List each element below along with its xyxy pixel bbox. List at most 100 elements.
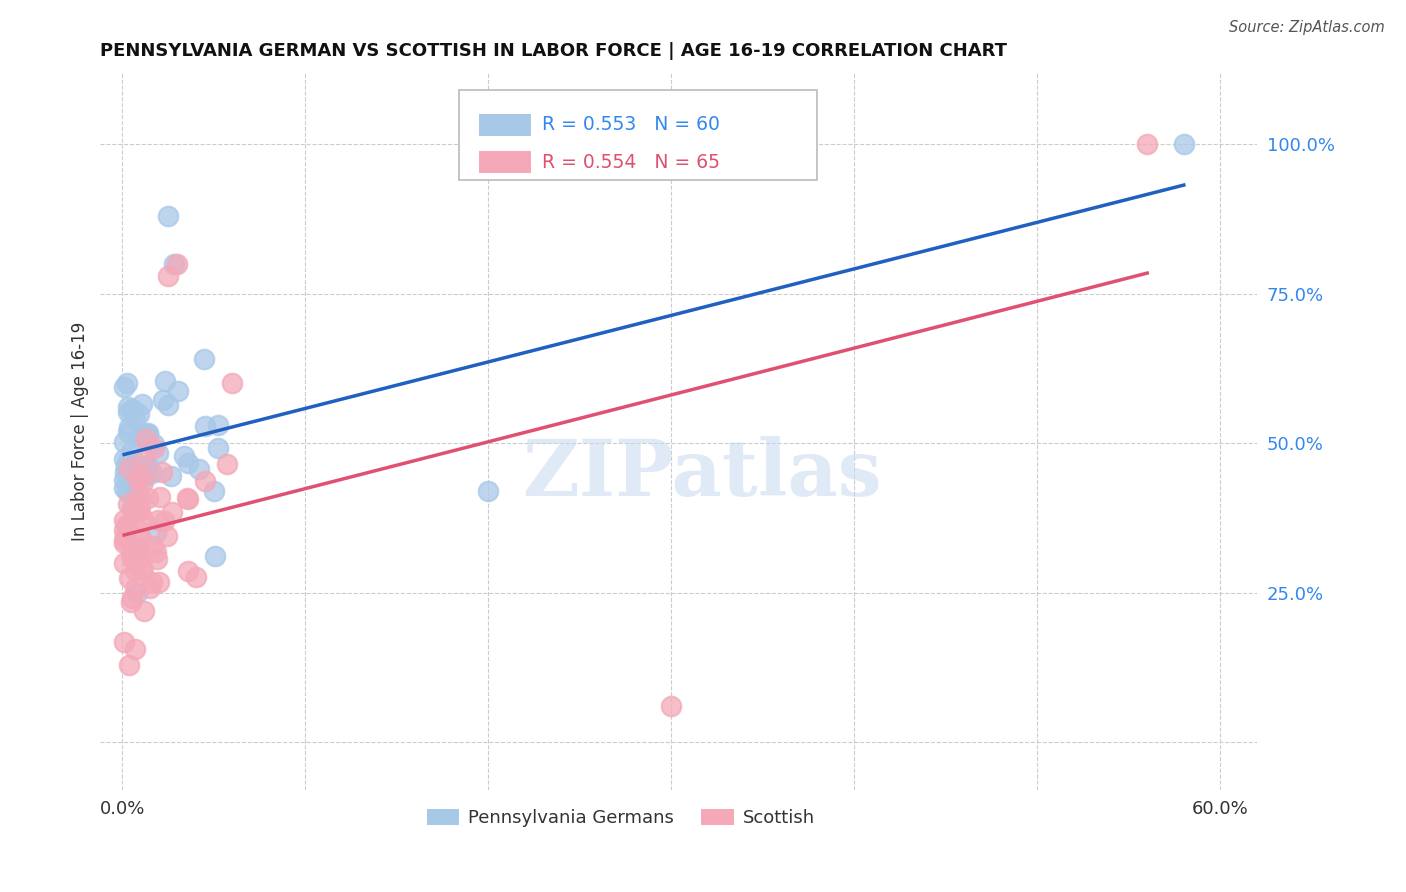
Point <box>143 437 166 451</box>
Point <box>141 574 163 589</box>
Text: PENNSYLVANIA GERMAN VS SCOTTISH IN LABOR FORCE | AGE 16-19 CORRELATION CHART: PENNSYLVANIA GERMAN VS SCOTTISH IN LABOR… <box>100 42 1007 60</box>
Point <box>128 496 150 510</box>
Point <box>157 209 180 223</box>
Point <box>207 418 229 433</box>
Point <box>136 426 159 441</box>
Point <box>115 484 138 499</box>
Point <box>194 474 217 488</box>
Text: ZIPatlas: ZIPatlas <box>522 436 882 512</box>
Point <box>141 467 163 481</box>
Point <box>124 642 146 657</box>
Point <box>124 563 146 577</box>
Point <box>202 483 225 498</box>
Point <box>136 427 159 442</box>
Point <box>136 458 159 472</box>
Point <box>121 444 143 458</box>
Point <box>128 407 150 421</box>
Point <box>135 432 157 446</box>
Point <box>173 449 195 463</box>
Point <box>132 470 155 484</box>
Point <box>132 459 155 474</box>
Point <box>112 536 135 550</box>
Point <box>153 374 176 388</box>
Point <box>121 591 143 605</box>
Point <box>114 523 136 537</box>
Point <box>112 380 135 394</box>
Point <box>128 523 150 537</box>
Point <box>160 469 183 483</box>
Point <box>217 457 239 471</box>
Point <box>125 471 148 485</box>
Point <box>177 565 200 579</box>
Point <box>124 582 146 596</box>
Point <box>118 571 141 585</box>
Point <box>148 575 170 590</box>
Point <box>139 581 162 595</box>
Point <box>121 501 143 516</box>
Point <box>115 460 138 475</box>
Point <box>131 397 153 411</box>
Point <box>114 465 136 479</box>
Point <box>117 405 139 419</box>
Point <box>188 462 211 476</box>
Point <box>128 488 150 502</box>
Point <box>221 376 243 391</box>
Point <box>131 429 153 443</box>
Point <box>131 562 153 576</box>
Point <box>117 376 139 390</box>
Text: Source: ZipAtlas.com: Source: ZipAtlas.com <box>1229 20 1385 35</box>
Point <box>112 556 135 570</box>
Point <box>477 483 499 498</box>
Point <box>120 487 142 501</box>
Point <box>127 541 149 556</box>
Point <box>156 399 179 413</box>
Point <box>118 420 141 434</box>
Point <box>124 554 146 568</box>
Point <box>117 461 139 475</box>
Point <box>128 550 150 565</box>
FancyBboxPatch shape <box>478 152 530 173</box>
Point <box>117 425 139 439</box>
Point <box>125 504 148 518</box>
Point <box>117 497 139 511</box>
Point <box>117 452 139 467</box>
Point <box>124 412 146 426</box>
Point <box>131 467 153 481</box>
Point <box>134 450 156 465</box>
Point <box>121 401 143 416</box>
Point <box>129 428 152 442</box>
Point <box>127 431 149 445</box>
Point <box>112 513 135 527</box>
Point <box>125 585 148 599</box>
Point <box>112 533 135 548</box>
Point <box>114 529 136 543</box>
Point <box>112 635 135 649</box>
Point <box>131 511 153 525</box>
Point <box>145 545 167 559</box>
Point <box>184 570 207 584</box>
Point <box>121 488 143 502</box>
Point <box>122 500 145 515</box>
Y-axis label: In Labor Force | Age 16-19: In Labor Force | Age 16-19 <box>72 321 89 541</box>
Point <box>132 562 155 576</box>
Point <box>112 435 135 450</box>
Point <box>153 514 176 528</box>
Point <box>136 467 159 481</box>
Point <box>152 392 174 407</box>
Point <box>177 457 200 471</box>
Point <box>115 458 138 473</box>
FancyBboxPatch shape <box>458 90 817 180</box>
Point <box>204 549 226 564</box>
Point <box>121 404 143 418</box>
Point <box>112 473 135 487</box>
Point <box>117 400 139 414</box>
Point <box>177 492 200 507</box>
Point <box>129 531 152 545</box>
Point <box>131 475 153 489</box>
Point <box>661 699 683 714</box>
Point <box>149 490 172 504</box>
Text: R = 0.553   N = 60: R = 0.553 N = 60 <box>543 115 720 135</box>
Point <box>112 482 135 496</box>
Point <box>142 539 165 553</box>
Text: R = 0.554   N = 65: R = 0.554 N = 65 <box>543 153 720 171</box>
